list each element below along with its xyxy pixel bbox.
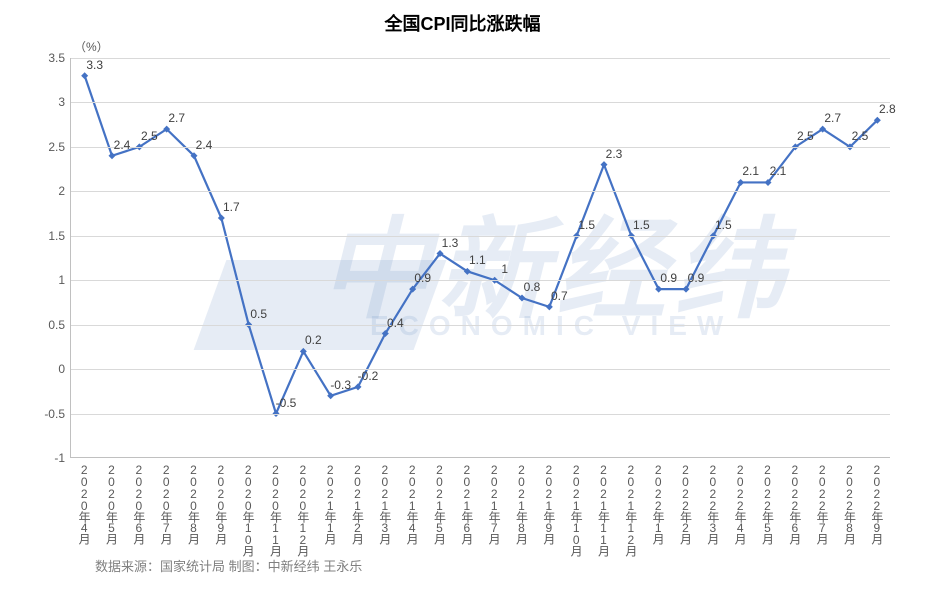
y-tick-label: 3.5	[48, 51, 71, 65]
data-label: 1.5	[633, 218, 650, 232]
data-label: 0.7	[551, 289, 568, 303]
data-label: -0.3	[330, 378, 351, 392]
data-label: 2.3	[606, 146, 623, 160]
data-label: 2.7	[824, 111, 841, 125]
x-tick-label: 2022年3月	[705, 457, 722, 543]
y-tick-label: -1	[54, 451, 71, 465]
y-tick-label: 1.5	[48, 229, 71, 243]
x-tick-label: 2020年9月	[213, 457, 230, 543]
x-tick-label: 2022年5月	[760, 457, 777, 543]
y-tick-label: 2	[58, 184, 71, 198]
x-tick-label: 2021年6月	[459, 457, 476, 543]
data-label: 3.3	[86, 58, 103, 72]
x-tick-label: 2021年7月	[486, 457, 503, 543]
gridline	[71, 58, 890, 59]
x-tick-label: 2022年1月	[650, 457, 667, 543]
data-label: -0.2	[358, 369, 379, 383]
x-tick-label: 2021年4月	[404, 457, 421, 543]
x-tick-label: 2020年4月	[76, 457, 93, 543]
data-label: 1.5	[715, 218, 732, 232]
data-label: 1.3	[442, 235, 459, 249]
data-label: 1.1	[469, 253, 486, 267]
y-tick-label: -0.5	[44, 407, 71, 421]
gridline	[71, 325, 890, 326]
data-marker	[218, 215, 225, 222]
data-label: 2.1	[742, 164, 759, 178]
data-label: 0.9	[414, 271, 431, 285]
data-marker	[601, 161, 608, 168]
data-label: 0.9	[660, 271, 677, 285]
y-tick-label: 0	[58, 362, 71, 376]
x-tick-label: 2020年11月	[268, 457, 285, 555]
y-tick-label: 0.5	[48, 318, 71, 332]
x-tick-label: 2021年8月	[514, 457, 531, 543]
data-label: 2.5	[852, 129, 869, 143]
data-label: 2.7	[168, 111, 185, 125]
gridline	[71, 236, 890, 237]
gridline	[71, 191, 890, 192]
x-tick-label: 2021年2月	[350, 457, 367, 543]
gridline	[71, 102, 890, 103]
x-tick-label: 2021年12月	[623, 457, 640, 555]
data-label: 2.5	[141, 129, 158, 143]
chart-title: 全国CPI同比涨跌幅	[0, 10, 925, 36]
data-marker	[109, 152, 116, 159]
gridline	[71, 414, 890, 415]
data-label: -0.5	[276, 395, 297, 409]
data-label: 0.4	[387, 315, 404, 329]
x-tick-label: 2021年9月	[541, 457, 558, 543]
data-label: 0.8	[524, 280, 541, 294]
x-tick-label: 2021年5月	[432, 457, 449, 543]
data-marker	[81, 72, 88, 79]
y-tick-label: 3	[58, 95, 71, 109]
x-tick-label: 2022年9月	[869, 457, 886, 543]
gridline	[71, 369, 890, 370]
x-tick-label: 2020年12月	[295, 457, 312, 555]
x-tick-label: 2022年8月	[842, 457, 859, 543]
plot-area: -1-0.500.511.522.533.52020年4月2020年5月2020…	[70, 58, 890, 458]
x-tick-label: 2021年10月	[568, 457, 585, 555]
x-tick-label: 2022年7月	[814, 457, 831, 543]
data-label: 2.4	[114, 138, 131, 152]
gridline	[71, 147, 890, 148]
data-label: 2.1	[770, 164, 787, 178]
y-axis-unit: （%）	[74, 38, 109, 55]
gridline	[71, 280, 890, 281]
x-tick-label: 2020年5月	[104, 457, 121, 543]
data-label: 1	[501, 262, 508, 276]
x-tick-label: 2020年10月	[240, 457, 257, 555]
data-label: 1.5	[578, 218, 595, 232]
x-tick-label: 2022年2月	[678, 457, 695, 543]
data-label: 1.7	[223, 200, 240, 214]
data-label: 0.9	[688, 271, 705, 285]
source-attribution: 数据来源：国家统计局 制图：中新经纬 王永乐	[95, 556, 362, 575]
y-tick-label: 2.5	[48, 140, 71, 154]
x-tick-label: 2020年7月	[158, 457, 175, 543]
data-label: 2.5	[797, 129, 814, 143]
x-tick-label: 2021年11月	[596, 457, 613, 555]
x-tick-label: 2020年8月	[186, 457, 203, 543]
data-label: 2.4	[196, 138, 213, 152]
x-tick-label: 2022年6月	[787, 457, 804, 543]
y-tick-label: 1	[58, 273, 71, 287]
data-label: 0.5	[250, 306, 267, 320]
x-tick-label: 2022年4月	[732, 457, 749, 543]
x-tick-label: 2020年6月	[131, 457, 148, 543]
x-tick-label: 2021年1月	[322, 457, 339, 543]
x-tick-label: 2021年3月	[377, 457, 394, 543]
data-marker	[546, 303, 553, 310]
data-label: 2.8	[879, 102, 896, 116]
chart-container: 全国CPI同比涨跌幅 （%） 中新经纬 ECONOMIC VIEW -1-0.5…	[0, 0, 925, 594]
data-label: 0.2	[305, 333, 322, 347]
